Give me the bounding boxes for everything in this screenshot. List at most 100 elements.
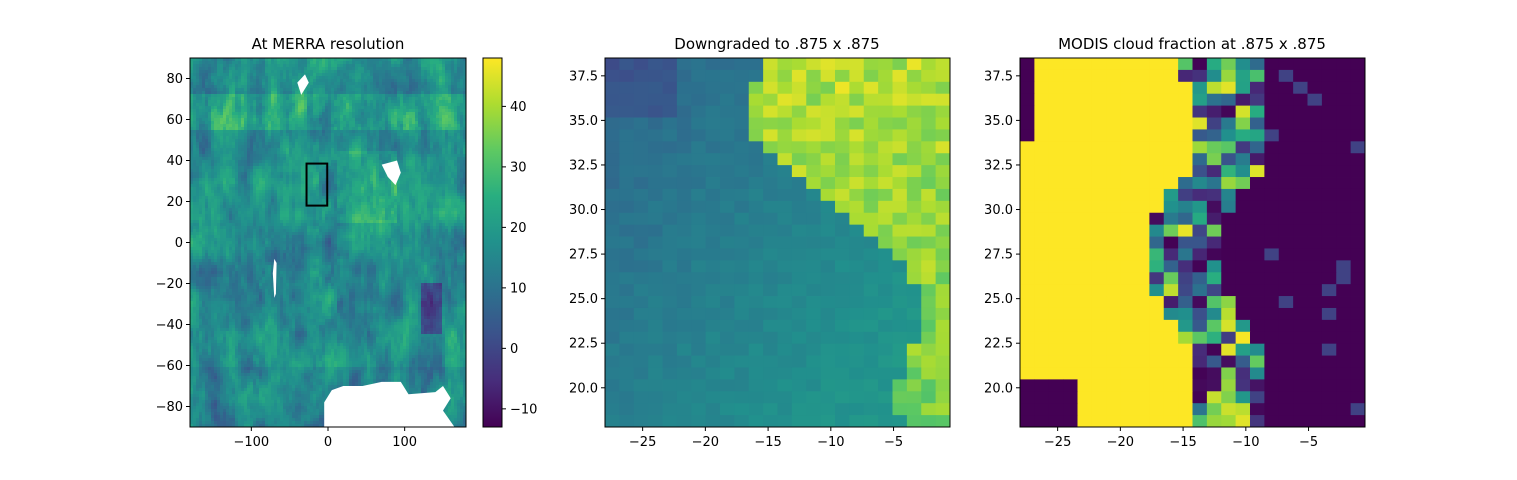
merra-cell [430,187,434,191]
merra-cell [334,139,338,143]
merra-cell [403,199,407,203]
merra-cell [292,106,296,110]
merra-cell [352,118,356,122]
merra-cell [388,121,392,125]
merra-cell [193,79,197,83]
merra-cell [196,76,200,80]
merra-cell [292,196,296,200]
merra-cell [400,154,404,158]
merra-cell [247,184,251,188]
merra-cell [199,208,203,212]
merra-cell [373,199,377,203]
merra-cell [364,82,368,86]
merra-cell [415,109,419,113]
merra-cell [229,163,233,167]
merra-cell [295,112,299,116]
merra-cell [202,148,206,152]
merra-cell [253,76,257,80]
merra-cell [388,208,392,212]
merra-cell [319,88,323,92]
merra-cell [208,202,212,206]
merra-cell [337,214,341,218]
merra-cell [379,172,383,176]
merra-cell [313,85,317,89]
merra-cell [292,199,296,203]
merra-cell [295,184,299,188]
merra-cell [274,136,278,140]
merra-cell [244,148,248,152]
merra-cell [385,73,389,77]
merra-cell [229,64,233,68]
merra-cell [382,205,386,209]
merra-cell [337,103,341,107]
merra-cell [268,184,272,188]
merra-cell [301,121,305,125]
merra-cell [403,178,407,182]
merra-cell [229,211,233,215]
merra-cell [229,181,233,185]
merra-cell [448,67,452,71]
merra-cell [403,109,407,113]
merra-cell [391,139,395,143]
merra-cell [421,202,425,206]
merra-cell [259,106,263,110]
merra-cell [265,100,269,104]
merra-cell [385,196,389,200]
merra-cell [250,154,254,158]
merra-cell [277,199,281,203]
merra-cell [460,160,464,164]
merra-cell [352,184,356,188]
merra-cell [271,157,275,161]
merra-cell [454,82,458,86]
merra-cell [439,172,443,176]
merra-cell [460,193,464,197]
merra-cell [334,202,338,206]
merra-cell [274,160,278,164]
merra-cell [439,94,443,98]
merra-cell [361,124,365,128]
merra-cell [235,163,239,167]
merra-cell [199,136,203,140]
merra-cell [304,88,308,92]
merra-cell [346,154,350,158]
merra-cell [358,193,362,197]
merra-cell [298,187,302,191]
merra-cell [439,175,443,179]
merra-cell [457,217,461,221]
merra-cell [205,205,209,209]
merra-cell [247,145,251,149]
merra-cell [289,166,293,170]
merra-cell [208,94,212,98]
merra-cell [262,82,266,86]
merra-cell [451,88,455,92]
merra-cell [382,70,386,74]
merra-cell [283,106,287,110]
merra-cell [289,175,293,179]
merra-cell [271,148,275,152]
merra-cell [265,199,269,203]
merra-cell [394,124,398,128]
merra-cell [331,211,335,215]
merra-cell [295,79,299,83]
merra-cell [397,82,401,86]
merra-cell [211,148,215,152]
merra-cell [406,115,410,119]
merra-cell [448,58,452,62]
merra-cell [454,64,458,68]
merra-cell [376,193,380,197]
merra-cell [418,100,422,104]
merra-cell [229,103,233,107]
merra-cell [235,82,239,86]
merra-cell [301,190,305,194]
merra-cell [334,127,338,131]
merra-cell [415,61,419,65]
merra-cell [304,91,308,95]
merra-cell [403,184,407,188]
merra-cell [274,118,278,122]
merra-cell [271,82,275,86]
merra-cell [280,130,284,134]
merra-cell [304,97,308,101]
merra-cell [421,217,425,221]
merra-cell [463,217,466,221]
merra-cell [220,154,224,158]
